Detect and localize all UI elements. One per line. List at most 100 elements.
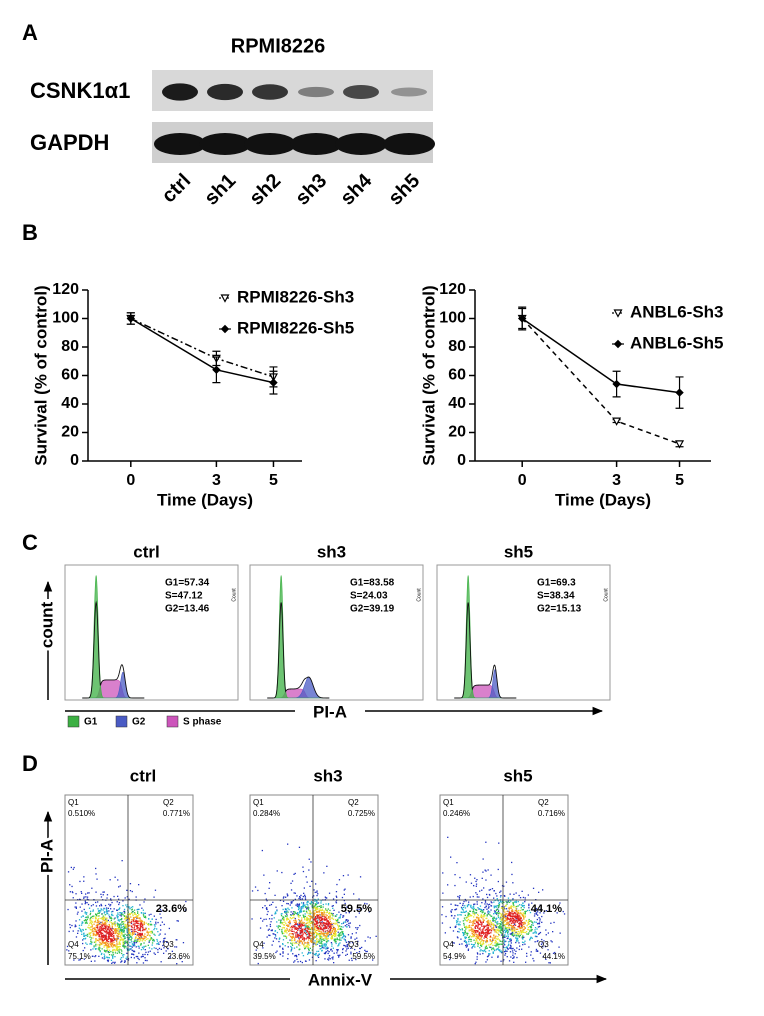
event-dot (473, 896, 474, 897)
event-dot (273, 941, 274, 942)
event-dot (279, 946, 280, 947)
event-dot (476, 925, 477, 926)
event-dot (117, 953, 118, 954)
event-dot (523, 924, 524, 925)
event-dot (293, 874, 294, 875)
event-dot (327, 912, 328, 913)
event-dot (294, 922, 295, 923)
event-dot (93, 904, 94, 905)
event-dot (262, 907, 263, 908)
event-dot (156, 943, 157, 944)
event-dot (109, 954, 110, 955)
event-dot (504, 947, 505, 948)
event-dot (119, 902, 120, 903)
event-dot (269, 935, 270, 936)
event-dot (91, 905, 92, 906)
event-dot (329, 913, 330, 914)
event-dot (477, 901, 478, 902)
event-dot (320, 907, 321, 908)
event-dot (311, 927, 312, 928)
event-dot (325, 897, 326, 898)
event-dot (99, 921, 100, 922)
event-dot (324, 958, 325, 959)
event-dot (478, 923, 479, 924)
event-dot (97, 940, 98, 941)
event-dot (121, 930, 122, 931)
x-axis-label: Annix-V (308, 970, 373, 989)
event-dot (160, 929, 161, 930)
event-dot (465, 907, 466, 908)
event-dot (462, 912, 463, 913)
event-dot (319, 943, 320, 944)
event-dot (77, 912, 78, 913)
event-dot (304, 910, 305, 911)
event-dot (500, 913, 501, 914)
event-dot (496, 909, 497, 910)
event-dot (349, 960, 350, 961)
event-dot (501, 935, 502, 936)
event-dot (479, 891, 480, 892)
event-dot (477, 907, 478, 908)
event-dot (456, 908, 457, 909)
event-dot (89, 937, 90, 938)
event-dot (339, 922, 340, 923)
event-dot (490, 947, 491, 948)
event-dot (317, 893, 318, 894)
event-dot (274, 937, 275, 938)
event-dot (84, 896, 85, 897)
event-dot (97, 901, 98, 902)
event-dot (529, 939, 530, 940)
blot-band (244, 133, 296, 155)
event-dot (95, 955, 96, 956)
event-dot (300, 895, 301, 896)
event-dot (521, 920, 522, 921)
event-dot (471, 939, 472, 940)
event-dot (327, 947, 328, 948)
event-dot (504, 896, 505, 897)
event-dot (121, 915, 122, 916)
event-dot (536, 950, 537, 951)
event-dot (497, 936, 498, 937)
event-dot (457, 919, 458, 920)
event-dot (294, 942, 295, 943)
event-dot (303, 916, 304, 917)
event-dot (146, 923, 147, 924)
event-dot (333, 962, 334, 963)
event-dot (102, 921, 103, 922)
event-dot (292, 931, 293, 932)
histogram-frame (65, 565, 238, 700)
event-dot (328, 957, 329, 958)
event-dot (511, 862, 512, 863)
event-dot (148, 945, 149, 946)
event-dot (365, 940, 366, 941)
panel-label: D (22, 751, 38, 776)
event-dot (442, 893, 443, 894)
event-dot (105, 942, 106, 943)
event-dot (470, 874, 471, 875)
event-dot (316, 953, 317, 954)
event-dot (328, 940, 329, 941)
event-dot (150, 938, 151, 939)
event-dot (321, 939, 322, 940)
event-dot (98, 911, 99, 912)
event-dot (314, 910, 315, 911)
event-dot (339, 879, 340, 880)
event-dot (160, 933, 161, 934)
legend-swatch (167, 716, 178, 727)
event-dot (104, 945, 105, 946)
event-dot (283, 901, 284, 902)
event-dot (297, 924, 298, 925)
event-dot (482, 872, 483, 873)
event-dot (497, 930, 498, 931)
event-dot (331, 918, 332, 919)
event-dot (111, 963, 112, 964)
event-dot (480, 911, 481, 912)
event-dot (534, 929, 535, 930)
event-dot (137, 913, 138, 914)
event-dot (307, 882, 308, 883)
event-dot (98, 924, 99, 925)
event-dot (492, 888, 493, 889)
event-dot (141, 943, 142, 944)
event-dot (102, 935, 103, 936)
blot-band (343, 85, 379, 99)
